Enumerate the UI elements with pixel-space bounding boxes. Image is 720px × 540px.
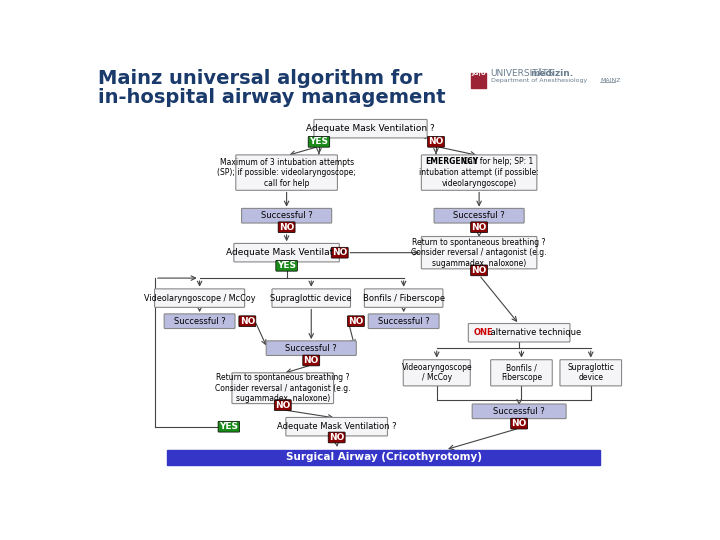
Text: MAINZ: MAINZ [600,78,621,83]
FancyBboxPatch shape [303,355,320,366]
Text: NO: NO [348,316,364,326]
Text: Adequate Mask Ventilation: Adequate Mask Ventilation [226,248,347,257]
Text: : Call for help; SP: 1: : Call for help; SP: 1 [459,157,534,166]
Text: NO: NO [511,419,527,428]
FancyBboxPatch shape [276,260,297,271]
FancyBboxPatch shape [234,244,339,262]
FancyBboxPatch shape [471,72,486,88]
Text: Supraglottic
device: Supraglottic device [567,363,614,382]
Text: Surgical Airway (Cricothyrotomy): Surgical Airway (Cricothyrotomy) [286,453,482,462]
Text: Bonfils /
Fiberscope: Bonfils / Fiberscope [501,363,542,382]
FancyBboxPatch shape [471,222,487,233]
Text: Successful ?: Successful ? [174,316,225,326]
Text: Successful ?: Successful ? [285,343,337,353]
Text: videolaryngoscope): videolaryngoscope) [441,179,517,188]
Text: Successful ?: Successful ? [378,316,430,326]
Text: NO: NO [240,316,255,326]
Text: NO: NO [472,223,487,232]
Text: Successful ?: Successful ? [453,211,505,220]
FancyBboxPatch shape [242,208,332,223]
FancyBboxPatch shape [490,360,552,386]
Text: JG|U: JG|U [471,71,486,76]
Text: medizin.: medizin. [530,69,573,78]
FancyBboxPatch shape [368,314,439,328]
Text: Adequate Mask Ventilation ?: Adequate Mask Ventilation ? [306,124,435,133]
FancyBboxPatch shape [434,208,524,223]
Text: Return to spontaneous breathing ?
Consider reversal / antagonist (e.g.
sugammade: Return to spontaneous breathing ? Consid… [411,238,547,268]
FancyBboxPatch shape [164,314,235,328]
Text: YES: YES [220,422,238,431]
FancyBboxPatch shape [428,137,444,147]
Text: NO: NO [279,223,294,232]
Text: Adequate Mask Ventilation ?: Adequate Mask Ventilation ? [277,422,397,431]
FancyBboxPatch shape [421,155,537,190]
FancyBboxPatch shape [218,421,240,432]
FancyBboxPatch shape [471,265,487,276]
Text: ONE: ONE [474,328,493,338]
Text: EMERGENCY: EMERGENCY [426,157,478,166]
FancyBboxPatch shape [314,119,427,138]
Text: NO: NO [428,137,444,146]
Text: NO: NO [275,401,290,410]
Text: NO: NO [332,248,348,257]
Text: Return to spontaneous breathing ?
Consider reversal / antagonist (e.g.
sugammade: Return to spontaneous breathing ? Consid… [215,373,351,403]
FancyBboxPatch shape [510,418,528,429]
Text: in-hospital airway management: in-hospital airway management [98,88,446,107]
FancyBboxPatch shape [560,360,621,386]
Text: UNIVERSITÄTS: UNIVERSITÄTS [490,69,554,78]
Text: YES: YES [310,137,328,146]
FancyBboxPatch shape [232,373,333,403]
Text: YES: YES [277,261,296,270]
FancyBboxPatch shape [468,323,570,342]
Text: intubation attempt (if possible:: intubation attempt (if possible: [419,168,539,177]
Text: Successful ?: Successful ? [493,407,545,416]
Text: Supraglottic device: Supraglottic device [271,294,352,302]
Text: Videolaryngoscope / McCoy: Videolaryngoscope / McCoy [144,294,256,302]
FancyBboxPatch shape [421,237,537,269]
FancyBboxPatch shape [167,450,600,465]
FancyBboxPatch shape [331,247,348,258]
Text: NO: NO [304,356,319,365]
FancyBboxPatch shape [472,404,566,418]
FancyBboxPatch shape [274,400,291,410]
Text: Bonfils / Fiberscope: Bonfils / Fiberscope [363,294,445,302]
Text: Videoaryngoscope
/ McCoy: Videoaryngoscope / McCoy [402,363,472,382]
FancyBboxPatch shape [348,316,364,327]
FancyBboxPatch shape [364,289,443,307]
Text: Department of Anesthesiology: Department of Anesthesiology [490,78,587,83]
Text: Successful ?: Successful ? [261,211,312,220]
FancyBboxPatch shape [278,222,295,233]
FancyBboxPatch shape [328,432,345,443]
FancyBboxPatch shape [235,155,338,190]
Text: Maximum of 3 intubation attempts
(SP); if possible: videolaryngoscope;
call for : Maximum of 3 intubation attempts (SP); i… [217,158,356,187]
Text: alternative technique: alternative technique [487,328,581,338]
Text: NO: NO [472,266,487,275]
FancyBboxPatch shape [239,316,256,327]
FancyBboxPatch shape [272,289,351,307]
Text: Mainz universal algorithm for: Mainz universal algorithm for [98,69,423,87]
FancyBboxPatch shape [403,360,470,386]
FancyBboxPatch shape [155,289,245,307]
Text: NO: NO [329,433,344,442]
FancyBboxPatch shape [266,341,356,355]
FancyBboxPatch shape [286,417,387,436]
FancyBboxPatch shape [308,137,330,147]
